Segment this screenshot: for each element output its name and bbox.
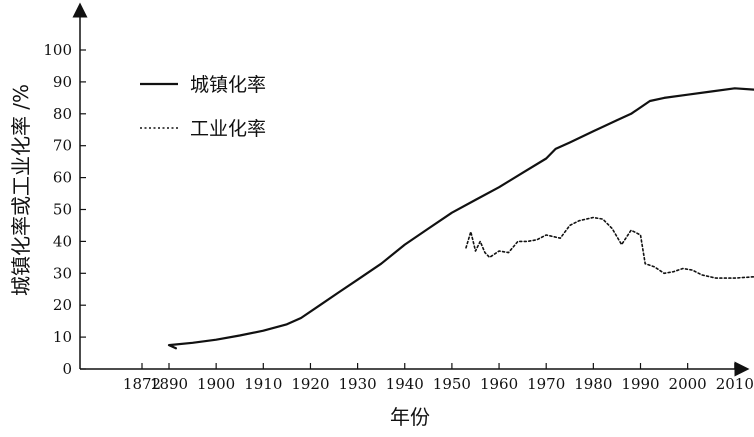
x-tick-label: 2010 xyxy=(716,375,754,393)
x-axis-title: 年份 xyxy=(390,405,430,429)
y-axis-title: 城镇化率或工业化率 /% xyxy=(9,84,33,296)
series-layer xyxy=(167,87,754,350)
industrialization-line xyxy=(465,216,754,279)
y-tick-label: 10 xyxy=(53,328,72,346)
x-tick-label: 1930 xyxy=(339,375,377,393)
y-tick-label: 0 xyxy=(62,360,72,378)
x-tick-label: 1900 xyxy=(197,375,235,393)
x-tick-label: 1920 xyxy=(291,375,329,393)
legend-label-urbanization: 城镇化率 xyxy=(190,74,266,96)
x-tick-label: 2000 xyxy=(669,375,707,393)
urbanization-line xyxy=(167,87,754,350)
x-tick-label: 1970 xyxy=(527,375,565,393)
y-tick-label: 80 xyxy=(53,105,72,123)
y-tick-label: 40 xyxy=(53,232,72,250)
x-tick-label: 1990 xyxy=(621,375,659,393)
y-axis-ticks: 0 10 20 30 40 50 60 70 80 90 100 xyxy=(43,41,86,378)
legend: 城镇化率 工业化率 xyxy=(140,74,266,140)
x-tick-label: 1950 xyxy=(433,375,471,393)
y-tick-label: 90 xyxy=(53,73,72,91)
legend-label-industrialization: 工业化率 xyxy=(190,118,266,140)
y-tick-label: 30 xyxy=(53,264,72,282)
x-tick-label: 1890 xyxy=(150,375,188,393)
x-tick-label: 1940 xyxy=(386,375,424,393)
y-tick-label: 70 xyxy=(53,137,72,155)
y-tick-label: 100 xyxy=(43,41,72,59)
x-tick-label: 1910 xyxy=(244,375,282,393)
y-tick-label: 20 xyxy=(53,296,72,314)
x-tick-label: 1872 xyxy=(123,375,161,393)
x-tick-label: 1980 xyxy=(574,375,612,393)
x-tick-label: 1960 xyxy=(480,375,518,393)
y-tick-label: 60 xyxy=(53,169,72,187)
y-tick-label: 50 xyxy=(53,201,72,219)
